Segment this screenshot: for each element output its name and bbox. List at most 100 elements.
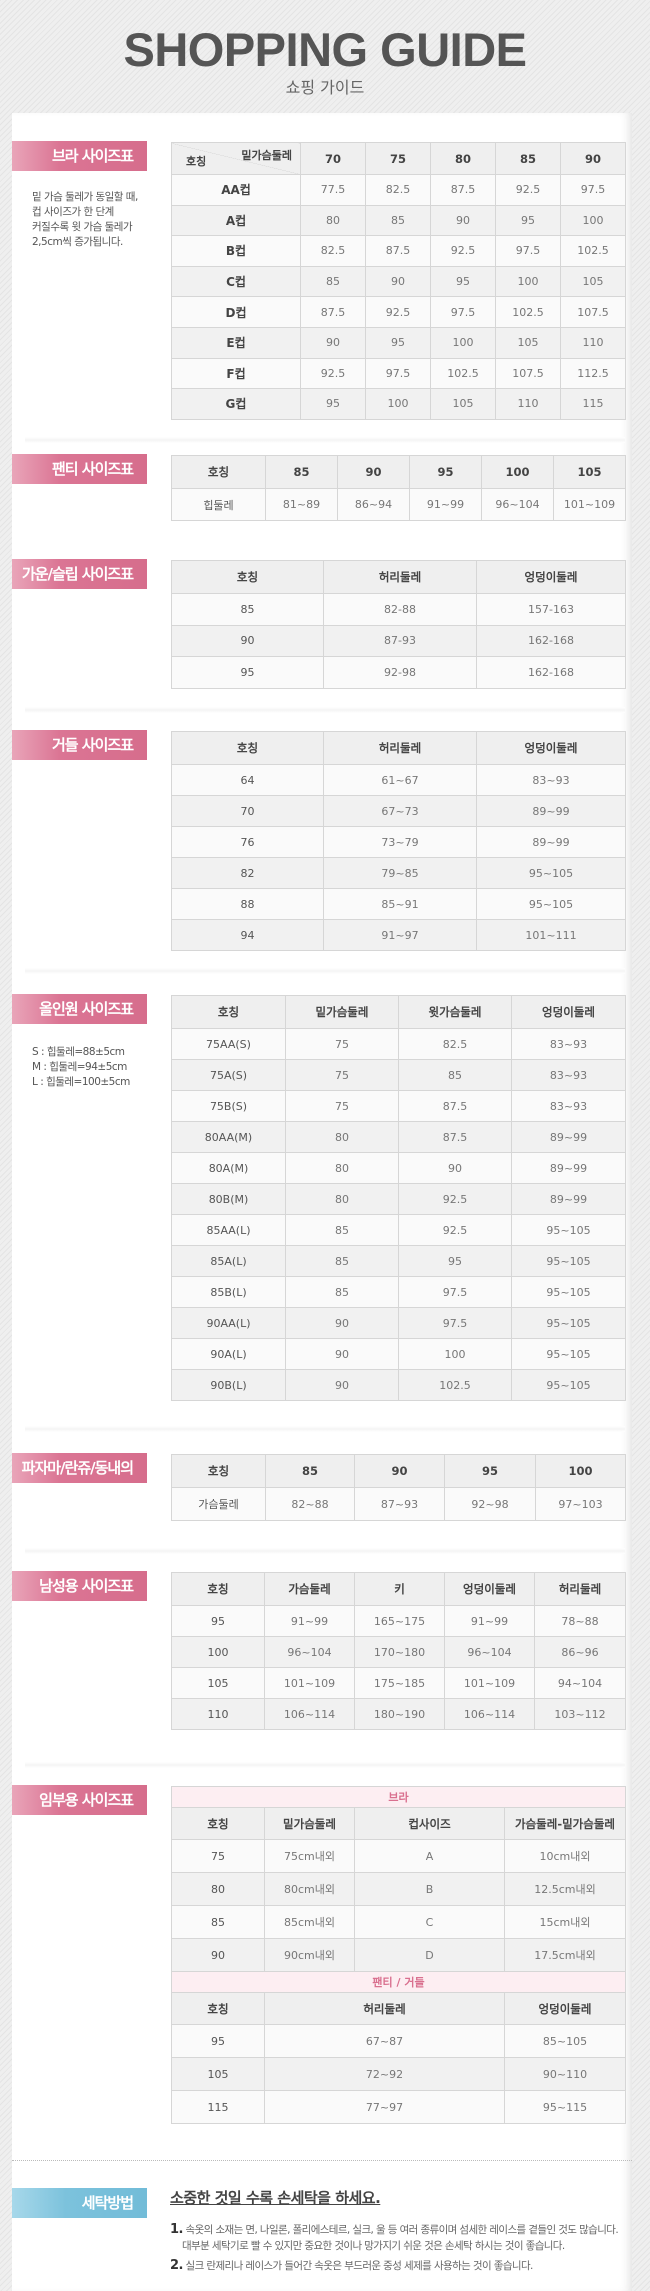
table-cell: 85 [285, 1214, 399, 1246]
row-label: 75A(S) [171, 1059, 286, 1091]
row-label: 80B(M) [171, 1183, 286, 1215]
table-cell: 95~105 [476, 888, 626, 920]
section-divider [25, 437, 625, 443]
table-cell: 85cm내외 [264, 1905, 355, 1939]
table-row: 가슴둘레 82~88 87~93 92~98 97~103 [171, 1487, 626, 1521]
table-header-row: 호칭 밑가슴둘레 컵사이즈 가슴둘레-밑가슴둘레 [171, 1807, 626, 1840]
table-row: 85A(L) 85 95 95~105 [171, 1245, 626, 1277]
table-row: 100 96~104 170~180 96~104 86~96 [171, 1636, 626, 1668]
table-header-row: 호칭 85 90 95 100 105 [171, 455, 626, 489]
row-label: D컵 [171, 296, 301, 328]
table-cell: 97.5 [560, 174, 626, 206]
column-header: 호칭 [171, 1992, 265, 2025]
column-header: 엉덩이둘레 [476, 731, 626, 765]
pajama-size-table: 호칭 85 90 95 100 가슴둘레 82~88 87~93 92~98 97~103 [171, 1454, 626, 1521]
gown-slip-size-table: 호칭 허리둘레 엉덩이둘레 85 82-88 157-163 90 87-93 162-168 9… [171, 560, 626, 689]
column-header: 컵사이즈 [354, 1807, 505, 1840]
table-cell: 92.5 [398, 1183, 512, 1215]
table-cell: 90cm내외 [264, 1938, 355, 1972]
table-cell: 96~104 [444, 1636, 535, 1668]
row-label: G컵 [171, 388, 301, 420]
table-row: E컵 90 95 100 105 110 [171, 326, 626, 359]
table-cell: 87.5 [365, 235, 431, 267]
column-header: 85 [265, 1454, 355, 1488]
table-cell: 95~105 [476, 857, 626, 889]
table-cell: 157-163 [476, 593, 626, 626]
table-cell: 95~105 [511, 1307, 626, 1339]
table-cell: 82~88 [265, 1487, 355, 1521]
column-header: 85 [495, 142, 561, 175]
table-cell: 101~109 [264, 1667, 355, 1699]
row-label: 75B(S) [171, 1090, 286, 1122]
column-header: 엉덩이둘레 [511, 995, 626, 1029]
section-label-pajama: 파자마/란쥬/동내의 [12, 1453, 147, 1483]
table-cell: 85 [300, 265, 366, 298]
column-header: 호칭 [171, 455, 266, 489]
table-cell: 87-93 [323, 624, 477, 657]
row-label: 85B(L) [171, 1276, 286, 1308]
row-label: 90 [171, 624, 324, 657]
table-row: 80A(M) 80 90 89~99 [171, 1152, 626, 1184]
table-row: 105 72~92 90~110 [171, 2057, 626, 2091]
row-label: 85 [171, 1905, 265, 1939]
row-label: 85A(L) [171, 1245, 286, 1277]
column-header: 호칭 [171, 731, 324, 765]
table-row: 95 91~99 165~175 91~99 78~88 [171, 1605, 626, 1637]
row-label: 95 [171, 1605, 265, 1637]
row-label: 94 [171, 919, 324, 951]
table-cell: 91~99 [264, 1605, 355, 1637]
washing-item-1: 1. 속옷의 소재는 면, 나일론, 폴리에스테르, 실크, 울 등 여러 종류… [170, 2222, 619, 2254]
table-header-row: 호칭 허리둘레 엉덩이둘레 [171, 560, 626, 594]
row-label: 76 [171, 826, 324, 858]
table-row: 105 101~109 175~185 101~109 94~104 [171, 1667, 626, 1699]
washing-item-number: 2. [170, 2258, 183, 2273]
maternity-size-table: 브라 호칭 밑가슴둘레 컵사이즈 가슴둘레-밑가슴둘레 75 75cm내외 A 10cm내외 80… [171, 1786, 626, 2124]
table-cell: 95 [365, 326, 431, 359]
table-cell: 102.5 [430, 357, 496, 390]
table-cell: 95~105 [511, 1276, 626, 1308]
table-cell: 91~97 [323, 919, 477, 951]
row-label: 88 [171, 888, 324, 920]
table-cell: 86~96 [534, 1636, 626, 1668]
row-label: 75 [171, 1839, 265, 1873]
row-label: 90 [171, 1938, 265, 1972]
column-header: 95 [444, 1454, 536, 1488]
page-title: SHOPPING GUIDE [123, 23, 527, 76]
table-cell: 90 [398, 1152, 512, 1184]
column-header: 밑가슴둘레 [264, 1807, 355, 1840]
table-cell: 80 [285, 1152, 399, 1184]
table-cell: 103~112 [534, 1698, 626, 1730]
note-line: 2,5cm씩 증가됩니다. [32, 236, 123, 248]
table-cell: 81~89 [265, 488, 338, 521]
table-cell: 101~111 [476, 919, 626, 951]
washing-item-number: 1. [170, 2222, 183, 2237]
table-row: 64 61~67 83~93 [171, 764, 626, 796]
note-line: S : 힙둘레=88±5cm [32, 1046, 125, 1058]
table-header-row: 밑가슴둘레 호칭 70 75 80 85 90 [171, 142, 626, 175]
table-cell: 83~93 [511, 1090, 626, 1122]
table-cell: 94~104 [534, 1667, 626, 1699]
section-divider [25, 1426, 625, 1432]
table-cell: 100 [398, 1338, 512, 1370]
table-caption-row: 팬티 / 거들 [171, 1971, 626, 1993]
row-label: 105 [171, 1667, 265, 1699]
girdle-size-table: 호칭 허리둘레 엉덩이둘레 64 61~67 83~93 70 67~73 89~99 76 73~… [171, 731, 626, 951]
table-cell: 90 [365, 265, 431, 298]
row-label: 90A(L) [171, 1338, 286, 1370]
table-cell: 175~185 [354, 1667, 445, 1699]
table-header-row: 호칭 허리둘레 엉덩이둘레 [171, 731, 626, 765]
table-cell: 92~98 [444, 1487, 536, 1521]
table-cell: 90 [285, 1369, 399, 1401]
table-cell: A [354, 1839, 505, 1873]
column-header: 100 [535, 1454, 626, 1488]
section-divider [25, 968, 625, 974]
row-label: 가슴둘레 [171, 1487, 266, 1521]
table-cell: 92.5 [365, 296, 431, 328]
table-cell: 87.5 [430, 174, 496, 206]
table-cell: 110 [560, 326, 626, 359]
table-row: 90A(L) 90 100 95~105 [171, 1338, 626, 1370]
table-cell: 86~94 [337, 488, 410, 521]
table-cell: 85 [398, 1059, 512, 1091]
column-header: 105 [553, 455, 626, 489]
note-line: 컵 사이즈가 한 단계 [32, 206, 114, 218]
